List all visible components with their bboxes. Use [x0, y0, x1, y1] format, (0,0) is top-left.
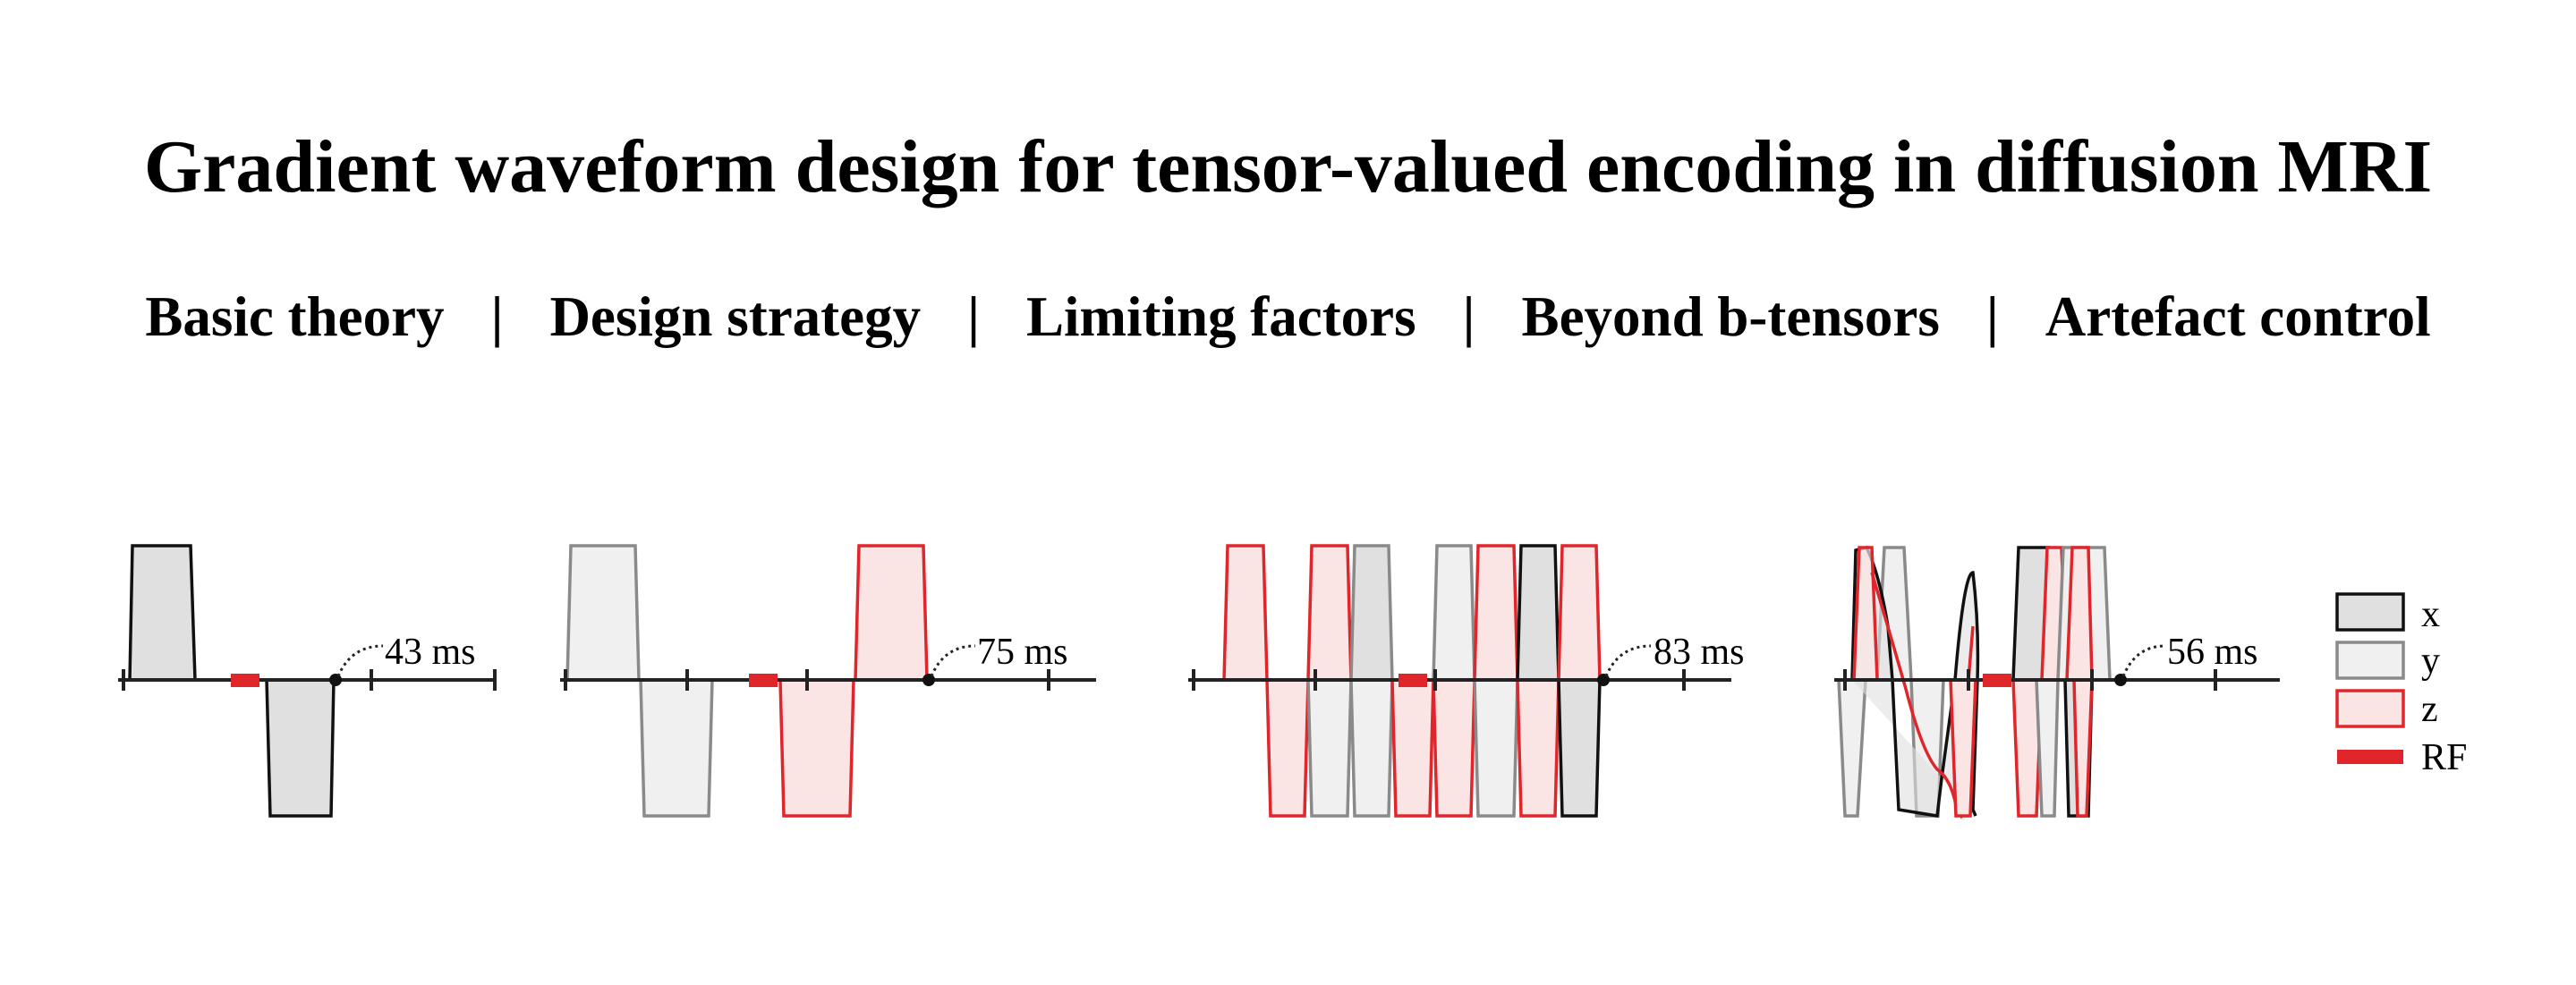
legend: x y z RF	[2335, 592, 2467, 778]
y-gradient-lobe-1	[565, 544, 641, 682]
y-gradient-lobe	[1837, 678, 1867, 818]
section-nav: Basic theory | Design strategy | Limiting fa…	[0, 284, 2576, 350]
z-gradient-waveform	[1870, 572, 1975, 819]
z-gradient-lobe-1	[778, 678, 855, 818]
y-gradient-lobe	[1349, 678, 1394, 818]
duration-leader	[1604, 644, 1652, 677]
page-title: Gradient waveform design for tensor-valu…	[143, 125, 2433, 208]
nav-design-strategy[interactable]: Design strategy	[549, 285, 922, 348]
legend-label-z: z	[2421, 689, 2438, 730]
duration-label: 56 ms	[2167, 632, 2258, 673]
y-gradient-lobe	[1432, 544, 1476, 682]
y-gradient-lobe	[2035, 678, 2060, 818]
z-gradient-lobe-2	[854, 544, 929, 682]
x-gradient-lobe	[1516, 544, 1560, 682]
legend-label-x: x	[2421, 594, 2440, 635]
duration-label: 75 ms	[977, 632, 1068, 673]
axis-ticks	[564, 669, 1050, 691]
rf-pulse	[231, 674, 259, 687]
nav-separator: |	[490, 285, 504, 348]
axis-ticks	[122, 669, 497, 691]
nav-separator: |	[967, 285, 980, 348]
nav-basic-theory[interactable]: Basic theory	[145, 285, 445, 348]
nav-beyond-b-tensors[interactable]: Beyond b-tensors	[1521, 285, 1940, 348]
z-gradient-lobe	[1557, 544, 1602, 682]
waveform-panel-3: 83 ms	[1188, 544, 1745, 818]
duration-leader	[2121, 644, 2166, 677]
legend-swatch-z	[2335, 689, 2405, 728]
waveform-panel-2: 75 ms	[560, 544, 1096, 818]
y-gradient-lobe	[1473, 678, 1519, 818]
z-gradient-lobe	[1852, 546, 1879, 682]
duration-label: 83 ms	[1654, 632, 1745, 673]
y-gradient-lobe	[1306, 678, 1353, 818]
axis-ticks	[1192, 669, 1686, 691]
legend-label-y: y	[2421, 641, 2440, 682]
x-gradient-lobe	[1557, 678, 1602, 818]
z-gradient-lobe	[1516, 678, 1560, 818]
z-gradient-lobe	[2065, 546, 2094, 682]
duration-leader	[930, 644, 976, 677]
legend-swatch-y	[2335, 641, 2405, 680]
z-gradient-lobe	[1949, 678, 1977, 818]
duration-label: 43 ms	[385, 632, 476, 673]
nav-separator: |	[1462, 285, 1475, 348]
nav-artefact-control[interactable]: Artefact control	[2045, 285, 2431, 348]
z-gradient-lobe	[1432, 678, 1476, 818]
x-gradient-lobe-2	[265, 678, 336, 818]
x-gradient-lobe-1	[128, 544, 197, 682]
rf-pulse	[749, 674, 778, 687]
axis-ticks	[1843, 669, 2217, 691]
echo-marker	[2114, 674, 2127, 686]
echo-marker	[1597, 674, 1610, 686]
legend-swatch-x	[2335, 592, 2405, 632]
rf-pulse	[1983, 674, 2011, 687]
duration-leader	[336, 644, 384, 677]
legend-label-rf: RF	[2421, 737, 2467, 778]
legend-swatch-rf	[2337, 750, 2403, 764]
nav-separator: |	[1985, 285, 1999, 348]
z-gradient-lobe	[1473, 544, 1519, 682]
y-gradient-lobe-2	[639, 678, 714, 818]
rf-pulse	[1399, 674, 1427, 687]
x-gradient-lobe	[1349, 544, 1394, 682]
waveform-panel-1: 43 ms	[118, 544, 497, 818]
z-gradient-lobe	[1306, 544, 1353, 682]
echo-marker	[329, 674, 342, 686]
echo-marker	[922, 674, 935, 686]
nav-limiting-factors[interactable]: Limiting factors	[1025, 285, 1416, 348]
waveform-panel-4: 56 ms	[1834, 545, 2280, 819]
z-gradient-lobe	[1390, 678, 1435, 818]
z-gradient-lobe	[1265, 678, 1310, 818]
z-gradient-lobe	[1222, 544, 1269, 682]
